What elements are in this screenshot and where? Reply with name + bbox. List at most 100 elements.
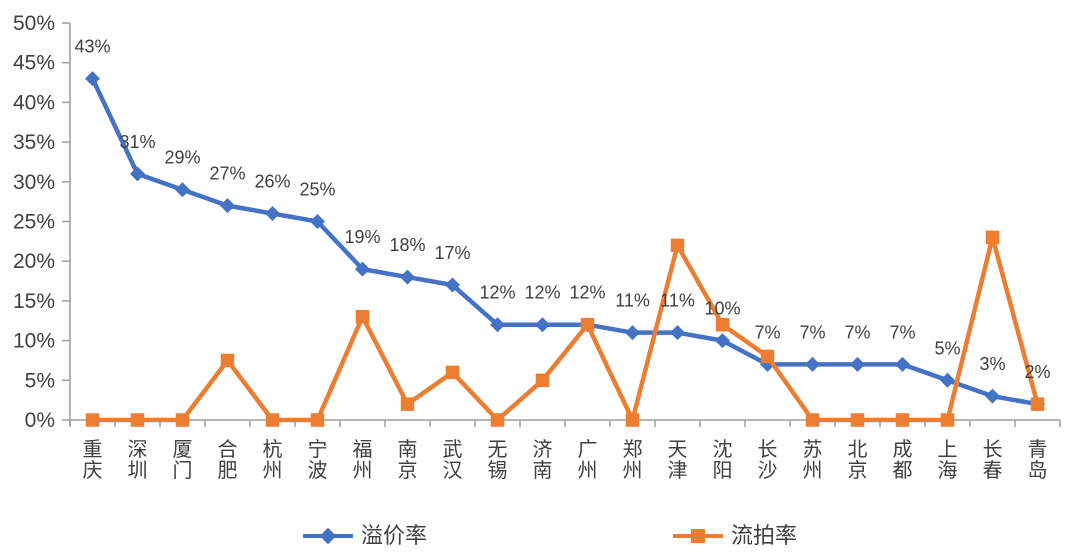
data-point-premium-rate: [175, 182, 190, 198]
data-point-premium-rate: [715, 333, 730, 349]
x-category-label: 合肥: [218, 438, 238, 482]
data-point-failure-rate: [220, 353, 235, 368]
data-label-premium-rate: 11%: [660, 291, 695, 311]
x-category-label: 成都: [893, 438, 913, 482]
data-label-premium-rate: 11%: [615, 291, 650, 311]
data-label-premium-rate: 10%: [704, 299, 740, 319]
data-point-failure-rate: [625, 413, 640, 427]
x-category-label: 济南: [533, 438, 553, 482]
y-axis-tick-label: 0%: [25, 409, 55, 432]
x-category-label: 无锡: [488, 439, 508, 482]
data-point-premium-rate: [985, 388, 1000, 404]
data-point-failure-rate: [490, 413, 505, 427]
data-point-premium-rate: [445, 277, 460, 293]
y-axis-tick-label: 25%: [13, 211, 55, 234]
data-point-premium-rate: [85, 71, 100, 87]
data-point-failure-rate: [895, 413, 910, 427]
x-category-label: 天津: [668, 439, 688, 482]
data-label-premium-rate: 3%: [979, 354, 1005, 374]
y-axis-tick-label: 35%: [13, 131, 55, 154]
series-failure-rate-line: [92, 235, 1040, 423]
data-point-premium-rate: [625, 325, 640, 341]
data-label-premium-rate: 43%: [74, 37, 110, 57]
data-point-premium-rate: [130, 166, 145, 182]
data-label-premium-rate: 7%: [754, 322, 780, 342]
x-category-label: 苏州: [803, 438, 823, 482]
data-point-premium-rate: [940, 372, 955, 388]
x-category-label: 郑州: [623, 438, 643, 482]
data-label-premium-rate: 26%: [254, 172, 290, 192]
data-point-premium-rate: [220, 198, 235, 214]
x-category-label: 沈阳: [713, 438, 733, 482]
data-label-premium-rate: 17%: [434, 243, 470, 263]
data-point-premium-rate: [355, 261, 370, 277]
data-label-premium-rate: 25%: [299, 180, 335, 200]
y-axis-tick-label: 5%: [25, 369, 55, 392]
data-point-premium-rate: [670, 325, 685, 341]
x-category-label: 福州: [353, 438, 373, 482]
data-label-premium-rate: 12%: [569, 283, 605, 303]
y-axis-tick-label: 45%: [13, 52, 55, 75]
x-category-label: 长春: [983, 438, 1003, 482]
y-axis-tick-label: 50%: [13, 12, 55, 35]
x-category-label: 长沙: [758, 438, 778, 482]
data-point-failure-rate: [175, 413, 190, 427]
data-point-failure-rate: [715, 317, 730, 332]
series-premium-rate-line: [90, 77, 1038, 407]
data-point-premium-rate: [400, 269, 415, 285]
data-point-failure-rate: [580, 317, 595, 332]
data-label-premium-rate: 7%: [889, 322, 915, 342]
data-point-failure-rate: [445, 365, 460, 380]
data-point-failure-rate: [400, 397, 415, 411]
data-label-premium-rate: 29%: [164, 148, 200, 168]
data-label-premium-rate: 7%: [799, 322, 825, 342]
data-point-premium-rate: [805, 356, 820, 372]
data-point-failure-rate: [265, 413, 280, 427]
data-label-premium-rate: 12%: [524, 283, 560, 303]
data-point-failure-rate: [850, 413, 865, 427]
x-category-label: 北京: [848, 438, 868, 482]
x-category-label: 上海: [938, 438, 958, 482]
y-axis-tick-label: 20%: [13, 250, 55, 273]
y-axis-tick-label: 30%: [13, 171, 55, 194]
data-point-failure-rate: [85, 413, 100, 427]
x-category-label: 武汉: [443, 438, 463, 482]
data-point-failure-rate: [805, 413, 820, 427]
data-point-failure-rate: [760, 349, 775, 364]
data-point-premium-rate: [850, 356, 865, 372]
data-point-failure-rate: [985, 230, 1000, 245]
x-category-label: 杭州: [263, 438, 283, 482]
data-point-premium-rate: [490, 317, 505, 333]
x-category-label: 重庆: [83, 438, 103, 482]
x-category-label: 青岛: [1028, 438, 1048, 482]
data-point-failure-rate: [535, 373, 550, 388]
y-axis-tick-label: 10%: [13, 330, 55, 353]
data-point-failure-rate: [670, 238, 685, 253]
data-point-failure-rate: [940, 413, 955, 427]
data-point-failure-rate: [130, 413, 145, 427]
x-category-label: 广州: [578, 438, 598, 482]
data-point-premium-rate: [265, 206, 280, 222]
data-point-failure-rate: [1030, 397, 1045, 411]
x-category-label: 厦门: [173, 439, 193, 482]
data-point-premium-rate: [310, 214, 325, 229]
x-category-label: 深圳: [128, 438, 148, 482]
data-label-premium-rate: 18%: [389, 235, 425, 255]
x-category-label: 宁波: [308, 438, 328, 482]
data-label-premium-rate: 27%: [209, 164, 245, 184]
data-label-premium-rate: 5%: [934, 338, 960, 358]
data-label-premium-rate: 31%: [119, 132, 155, 152]
x-category-label: 南京: [398, 438, 418, 482]
data-label-premium-rate: 2%: [1024, 362, 1050, 382]
data-label-premium-rate: 12%: [479, 283, 515, 303]
data-point-failure-rate: [310, 413, 325, 427]
data-point-premium-rate: [895, 356, 910, 372]
data-point-premium-rate: [535, 317, 550, 333]
data-point-failure-rate: [355, 310, 370, 324]
data-label-premium-rate: 7%: [844, 322, 870, 342]
data-label-premium-rate: 19%: [344, 227, 380, 247]
y-axis-tick-label: 15%: [13, 290, 55, 313]
y-axis-tick-label: 40%: [13, 91, 55, 114]
